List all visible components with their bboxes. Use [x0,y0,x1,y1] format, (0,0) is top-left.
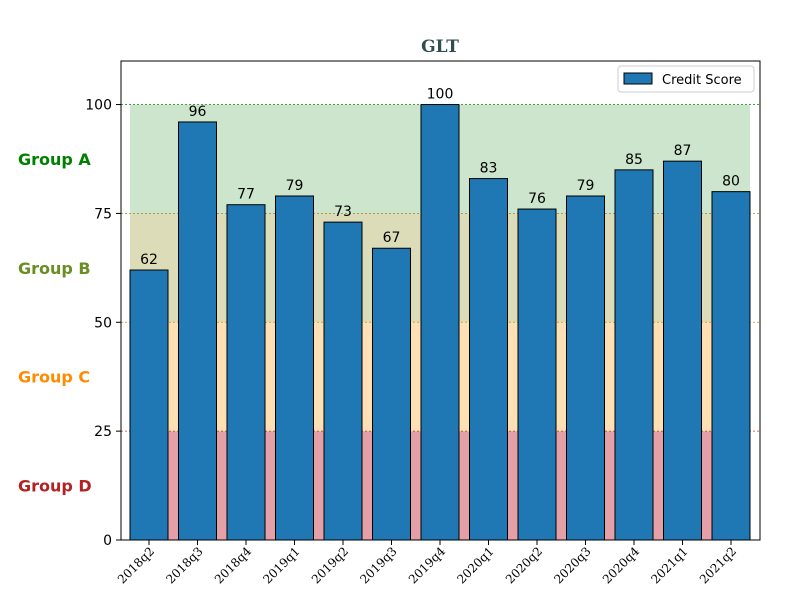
x-tick-label: 2019q4 [406,544,449,587]
bar [226,204,266,541]
x-tick-label: 2019q1 [260,544,302,586]
x-tick-label: 2019q3 [357,544,399,586]
bar [469,178,508,541]
legend: Credit Score [617,65,755,93]
bar-value-label: 87 [674,143,692,159]
bars-layer: 62 96 77 79 73 67 100 83 76 79 85 87 80 [129,87,751,541]
bar-value-label: 67 [383,230,401,246]
bar [275,195,314,541]
group-label: Group D [18,477,92,496]
y-tick-label: 100 [85,98,112,114]
bar [178,121,217,541]
bar [663,160,702,541]
bar-value-label: 85 [625,152,643,168]
x-tick-label: 2021q2 [697,544,739,586]
bar-value-label: 77 [237,187,255,203]
x-tick-label: 2018q2 [115,544,157,586]
y-tick-label: 25 [94,424,112,440]
x-tick-label: 2019q2 [309,544,351,586]
bar-value-label: 79 [577,178,595,194]
x-tick-label: 2020q4 [600,544,643,587]
bar [420,104,460,541]
x-tick-label: 2021q1 [648,544,690,586]
bar-value-label: 73 [334,204,352,220]
bar-value-label: 62 [140,252,158,268]
bar-value-label: 80 [722,174,740,190]
bar-value-label: 96 [189,104,207,120]
bar [711,191,751,541]
y-tick-label: 75 [94,206,112,222]
chart-title: GLT [421,37,459,57]
y-tick-label: 50 [94,315,112,331]
legend-label: Credit Score [662,73,742,88]
bar-value-label: 76 [528,191,546,207]
group-label: Group A [18,150,91,169]
x-tick-label: 2018q3 [163,544,205,586]
bar [614,169,654,541]
bar [566,195,605,541]
bar [323,221,363,541]
bar [129,269,169,541]
x-tick-label: 2020q1 [454,544,496,586]
x-tick-label: 2020q2 [503,544,545,586]
x-tick-label: 2018q4 [212,544,255,587]
group-labels-layer: Group D Group C Group B Group A [18,150,92,496]
group-label: Group C [18,368,90,387]
bar [517,208,557,541]
bar-value-label: 100 [427,87,454,103]
bar [372,247,411,541]
x-tick-label: 2020q3 [551,544,593,586]
bar-value-label: 79 [286,178,304,194]
y-tick-label: 0 [103,533,112,549]
group-label: Group B [18,259,91,278]
bar-value-label: 83 [480,161,498,177]
legend-swatch [623,72,653,85]
